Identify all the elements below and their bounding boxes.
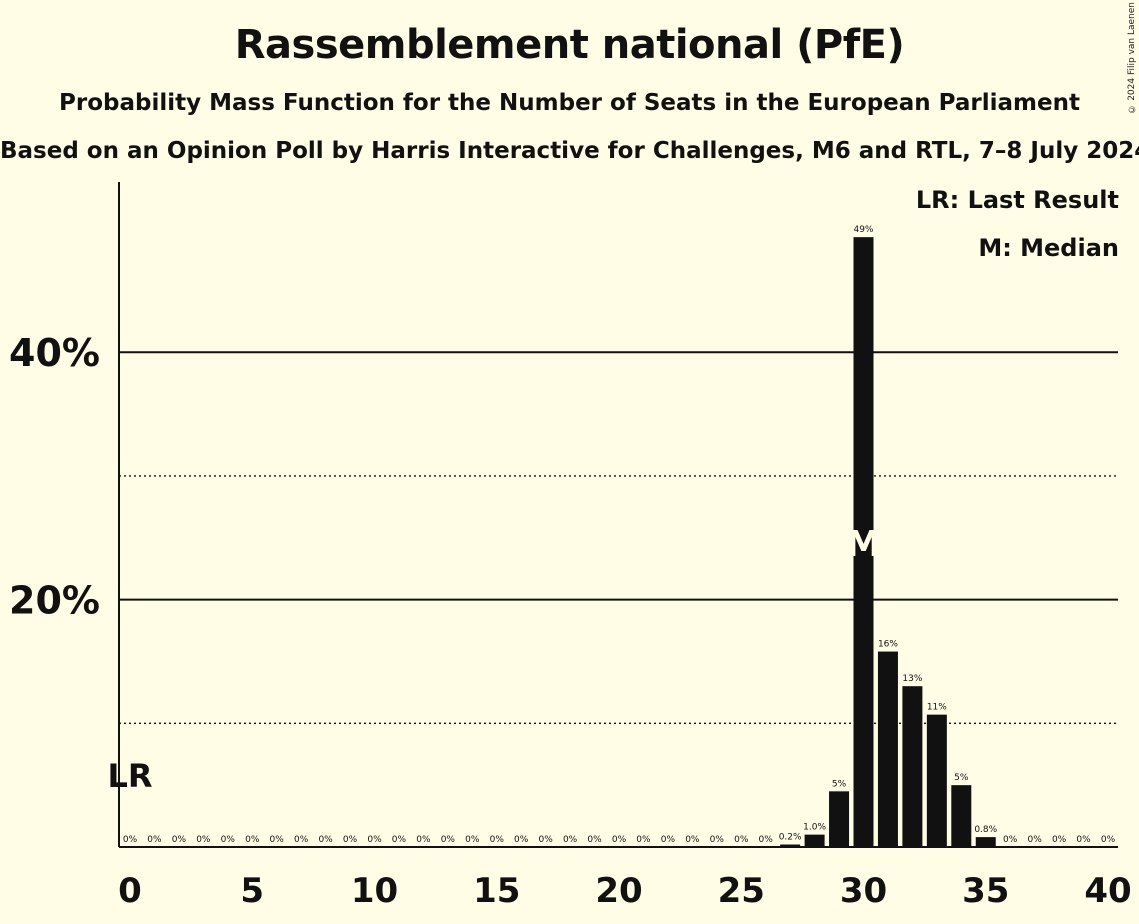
y-tick-label: 40%	[9, 331, 100, 375]
x-tick-label: 25	[718, 871, 765, 911]
x-tick-label: 20	[595, 871, 642, 911]
bar-value-label: 0%	[416, 835, 431, 845]
bar-value-label: 0.2%	[779, 833, 802, 843]
chart-source: Based on an Opinion Poll by Harris Inter…	[0, 138, 1139, 164]
bar-value-label: 0%	[245, 835, 260, 845]
bar-value-label: 0%	[367, 835, 382, 845]
bar-value-label: 16%	[878, 640, 898, 650]
bar-value-label: 0%	[441, 835, 456, 845]
bar-value-label: 5%	[832, 779, 847, 789]
bar-value-label: 0%	[147, 835, 162, 845]
bar-value-label: 0%	[294, 835, 309, 845]
x-tick-label: 30	[840, 871, 887, 911]
bar-value-label: 0%	[636, 835, 651, 845]
bar-value-label: 0%	[710, 835, 725, 845]
bar-value-label: 49%	[853, 225, 873, 235]
bar-value-label: 5%	[954, 773, 969, 783]
last-result-marker: LR	[107, 757, 152, 795]
bar	[829, 791, 850, 847]
bar-value-label: 0%	[759, 835, 774, 845]
bar-value-label: 0%	[1003, 835, 1018, 845]
bar-value-label: 0%	[587, 835, 602, 845]
x-tick-label: 40	[1084, 871, 1131, 911]
x-tick-label: 15	[473, 871, 520, 911]
x-tick-label: 5	[240, 871, 264, 911]
bar	[804, 834, 825, 847]
x-tick-label: 0	[118, 871, 142, 911]
bar	[951, 785, 972, 847]
bar-value-label: 0%	[490, 835, 505, 845]
bar-value-label: 0%	[465, 835, 480, 845]
median-marker: M	[846, 524, 882, 565]
bar-value-label: 1.0%	[803, 823, 826, 833]
bar-value-label: 0%	[685, 835, 700, 845]
bar-value-label: 0%	[196, 835, 211, 845]
bar-value-label: 0%	[392, 835, 407, 845]
chart-title: Rassemblement national (PfE)	[234, 22, 905, 68]
bar-value-label: 0%	[539, 835, 554, 845]
legend-last-result: LR: Last Result	[915, 186, 1119, 214]
bar	[902, 686, 923, 847]
bar-value-label: 0%	[221, 835, 236, 845]
bar	[926, 714, 947, 847]
bar-value-label: 0%	[172, 835, 187, 845]
bar-value-label: 0%	[612, 835, 627, 845]
legend-median: M: Median	[978, 234, 1119, 262]
bar-value-label: 0%	[1076, 835, 1091, 845]
bar-value-label: 0%	[123, 835, 138, 845]
bar-value-label: 0.8%	[974, 825, 997, 835]
x-tick-label: 10	[351, 871, 398, 911]
bar	[853, 237, 874, 847]
bar-value-label: 13%	[902, 674, 922, 684]
y-tick-label: 20%	[9, 579, 100, 623]
bar-value-label: 0%	[1101, 835, 1116, 845]
bar-value-label: 0%	[514, 835, 529, 845]
bar	[975, 837, 996, 847]
x-tick-label: 35	[962, 871, 1009, 911]
chart-subtitle: Probability Mass Function for the Number…	[59, 90, 1080, 116]
bar-value-label: 0%	[1028, 835, 1043, 845]
bar	[780, 844, 801, 847]
bar-value-label: 0%	[661, 835, 676, 845]
bar-value-label: 0%	[343, 835, 358, 845]
bar-value-label: 0%	[734, 835, 749, 845]
bar-value-label: 0%	[1052, 835, 1067, 845]
bar	[877, 651, 898, 847]
bar-value-label: 0%	[270, 835, 285, 845]
bar-value-label: 0%	[318, 835, 333, 845]
bar-value-label: 0%	[563, 835, 578, 845]
bar-value-label: 11%	[927, 703, 947, 713]
